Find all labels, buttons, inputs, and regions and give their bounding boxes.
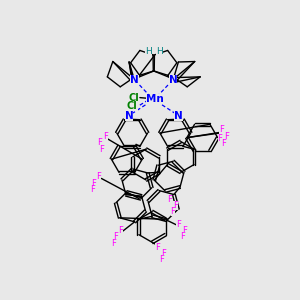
Text: F: F xyxy=(173,201,178,210)
Text: F: F xyxy=(159,255,164,264)
Text: F: F xyxy=(171,207,176,216)
Text: N: N xyxy=(125,111,134,121)
Text: N: N xyxy=(130,75,139,85)
Text: F: F xyxy=(99,145,104,154)
Text: F: F xyxy=(219,125,224,134)
Text: F: F xyxy=(182,226,187,235)
Text: N: N xyxy=(174,111,183,121)
Text: F: F xyxy=(218,134,222,143)
Text: Cl: Cl xyxy=(127,101,138,111)
Text: H: H xyxy=(156,47,163,56)
Text: F: F xyxy=(155,243,160,252)
Text: F: F xyxy=(161,249,166,258)
Text: Cl: Cl xyxy=(128,93,139,103)
Text: F: F xyxy=(181,232,185,242)
Text: F: F xyxy=(224,132,229,141)
Text: F: F xyxy=(167,195,172,204)
Text: F: F xyxy=(98,138,102,147)
Text: Mn: Mn xyxy=(146,94,164,104)
Text: N: N xyxy=(169,75,177,85)
Text: F: F xyxy=(103,132,108,141)
Text: F: F xyxy=(90,185,94,194)
Text: H: H xyxy=(145,47,152,56)
Text: F: F xyxy=(221,139,226,148)
Text: F: F xyxy=(118,226,123,235)
Text: F: F xyxy=(176,220,181,229)
Text: F: F xyxy=(111,238,116,247)
Text: F: F xyxy=(113,232,118,241)
Text: F: F xyxy=(91,178,96,188)
Text: F: F xyxy=(96,172,101,181)
